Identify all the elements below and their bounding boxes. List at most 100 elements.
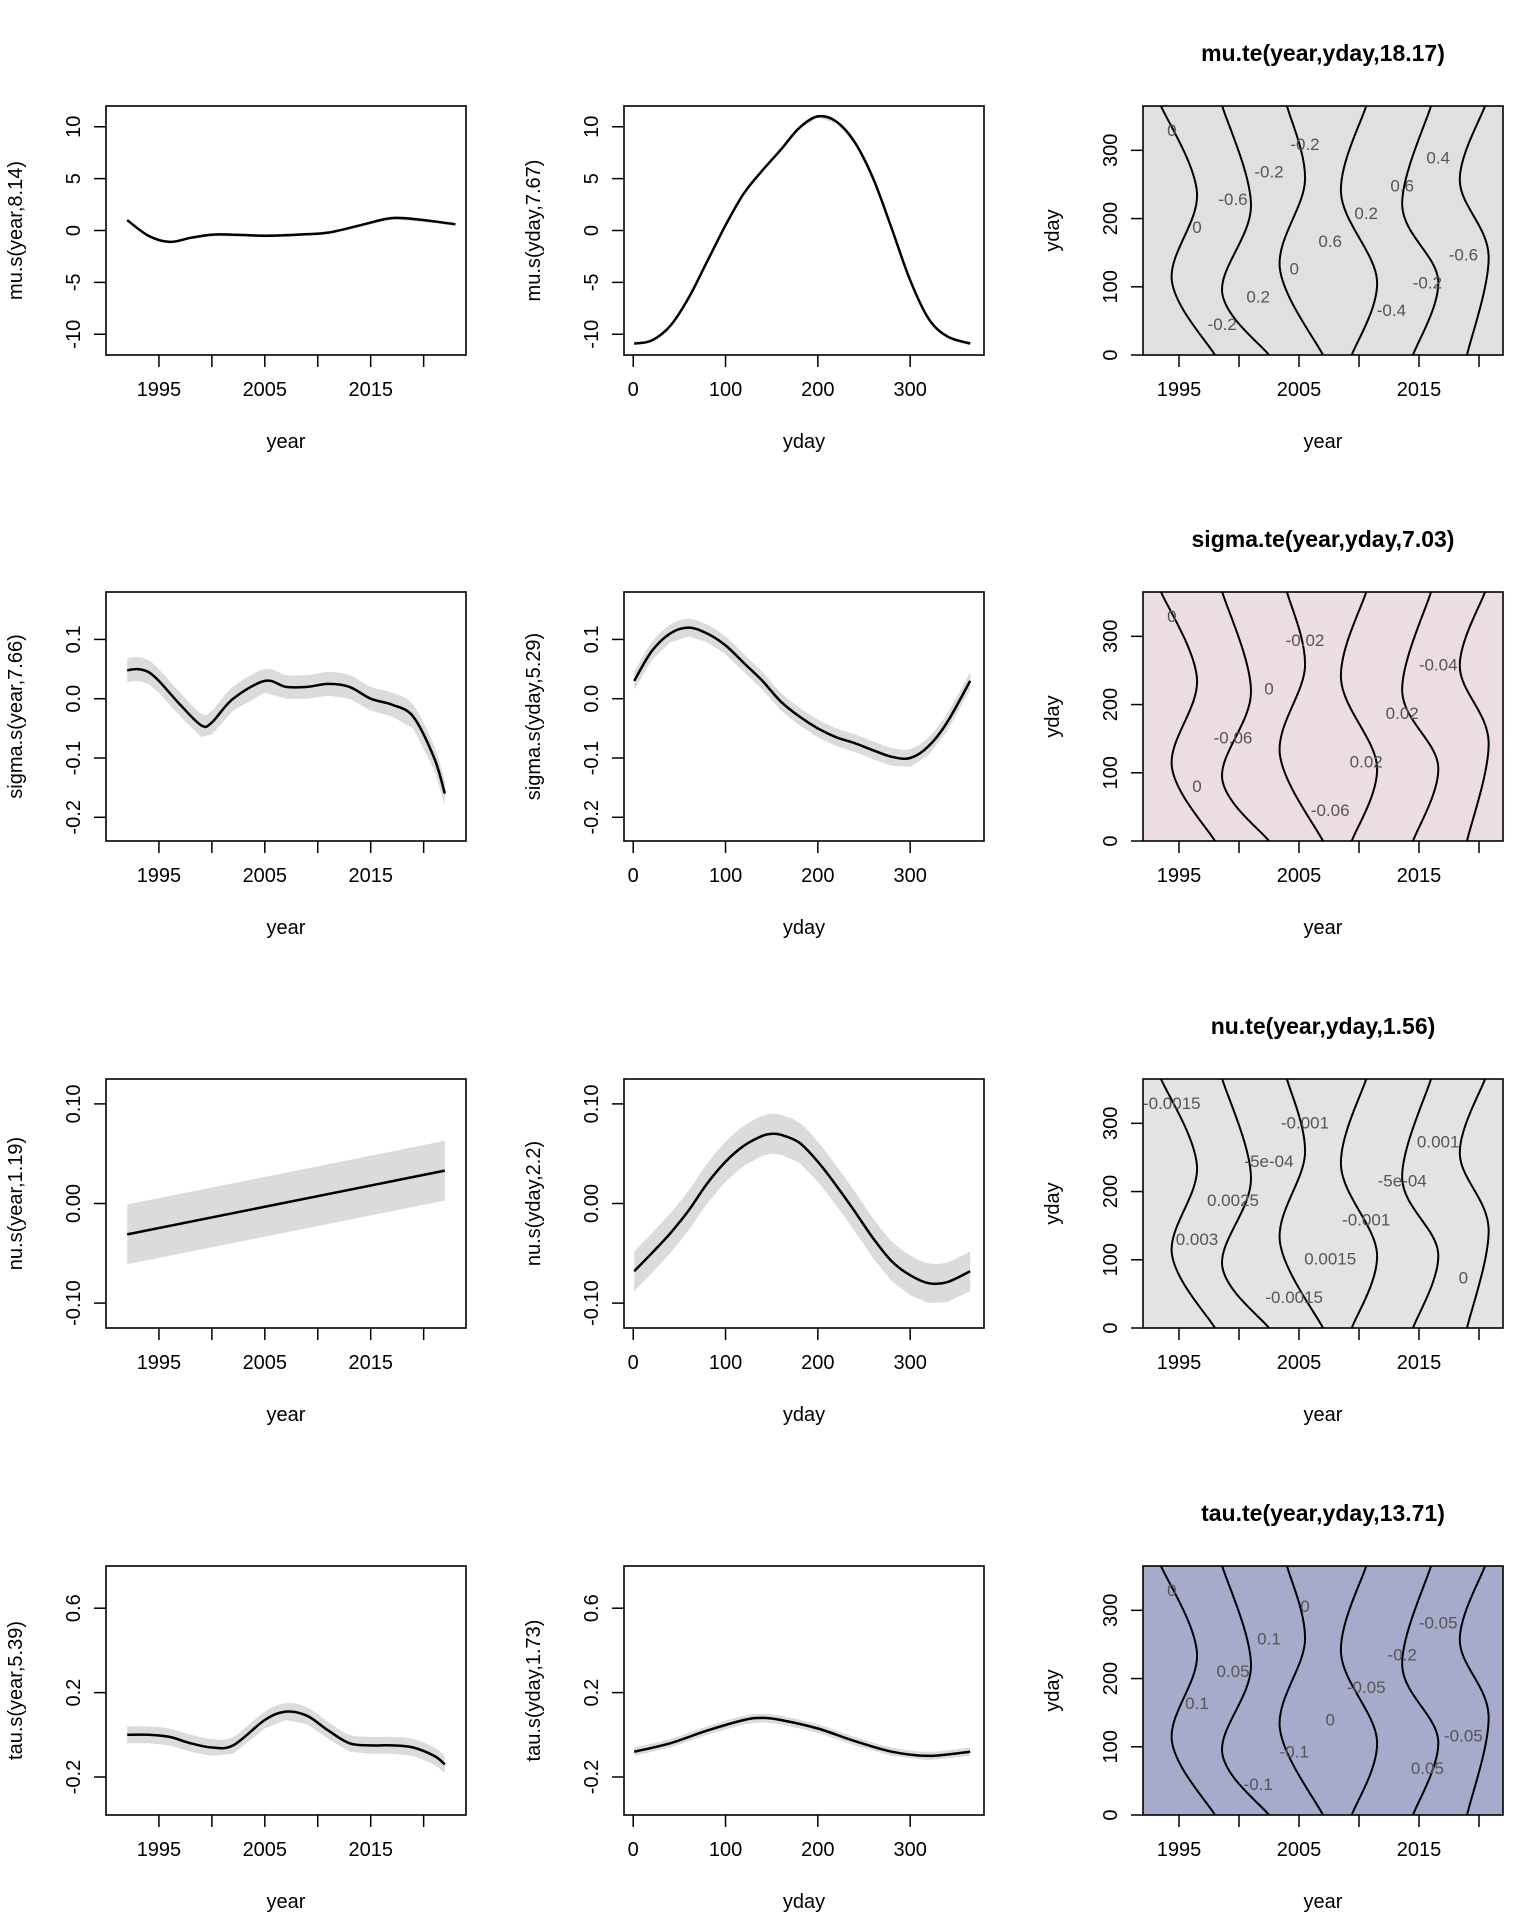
- smooth-line: [126, 1169, 446, 1236]
- x-tick-label: 2005: [1277, 1352, 1322, 1374]
- y-tick-label: 0: [63, 225, 85, 236]
- x-axis-label: year: [267, 917, 306, 939]
- contour-line: [1458, 592, 1490, 841]
- y-tick-label: -0.2: [581, 1760, 603, 1794]
- contour-label: 0: [1192, 218, 1201, 237]
- contour-label: 0: [1264, 680, 1273, 699]
- x-tick-label: 1995: [1157, 379, 1202, 401]
- contour-label: -0.0015: [1143, 1094, 1201, 1113]
- contour-label: -0.2: [1290, 135, 1319, 154]
- y-tick-label: 10: [63, 116, 85, 138]
- contour-label: -0.2: [1413, 273, 1442, 292]
- x-tick-label: 100: [709, 379, 742, 401]
- x-tick-label: 2015: [1397, 1352, 1442, 1374]
- y-axis-label: nu.s(yday,2.2): [523, 1141, 545, 1266]
- contour-label: -0.4: [1377, 301, 1406, 320]
- y-axis-label: nu.s(year,1.19): [5, 1137, 27, 1270]
- y-tick-label: 300: [1100, 1107, 1122, 1140]
- plot-frame: [623, 1565, 985, 1816]
- plot-frame: [105, 105, 467, 356]
- plot-frame: [1142, 105, 1504, 356]
- panel-title: nu.te(year,yday,1.56): [1211, 1013, 1436, 1039]
- confidence-band: [634, 114, 971, 346]
- x-tick-label: 2015: [1397, 865, 1442, 887]
- contour-label: -0.001: [1342, 1210, 1390, 1229]
- confidence-band: [127, 1703, 445, 1773]
- heatmap-fill: [1143, 592, 1503, 841]
- y-tick-label: 100: [1100, 1243, 1122, 1276]
- y-tick-label: -10: [63, 320, 85, 349]
- y-tick-label: -10: [581, 320, 603, 349]
- contour-line: [1221, 1566, 1270, 1815]
- y-tick-label: 0.2: [63, 1679, 85, 1707]
- y-tick-label: -0.2: [581, 800, 603, 834]
- y-tick-label: 300: [1100, 134, 1122, 167]
- y-tick-label: -0.1: [63, 741, 85, 775]
- x-tick-label: 2015: [348, 379, 393, 401]
- contour-label: 0: [1289, 260, 1298, 279]
- y-axis-label: sigma.s(yday,5.29): [523, 633, 545, 800]
- panel-nu_year: 1995 2005 2015 -0.10 0.00 0.10 year nu.s(year,1…: [5, 1078, 467, 1426]
- y-tick-label: 200: [1100, 1175, 1122, 1208]
- contour-line: [1221, 592, 1270, 841]
- x-tick-label: 1995: [1157, 1352, 1202, 1374]
- contour-label: 0.001: [1417, 1133, 1460, 1152]
- x-tick-label: 0: [628, 865, 639, 887]
- y-tick-label: 200: [1100, 202, 1122, 235]
- x-tick-label: 0: [628, 1352, 639, 1374]
- contour-label: -0.0015: [1265, 1288, 1323, 1307]
- y-tick-label: 200: [1100, 1662, 1122, 1695]
- panel-title: mu.te(year,yday,18.17): [1201, 40, 1445, 66]
- contour-label: 0.05: [1411, 1759, 1444, 1778]
- x-tick-label: 2015: [348, 865, 393, 887]
- plot-frame: [623, 105, 985, 356]
- contour-label: 0.02: [1350, 753, 1383, 772]
- x-tick-label: 2005: [243, 1839, 288, 1861]
- x-tick-label: 100: [709, 1352, 742, 1374]
- contour-line: [1160, 1566, 1216, 1815]
- smooth-line: [127, 1710, 446, 1766]
- x-tick-label: 2015: [1397, 1839, 1442, 1861]
- contour-label: -0.05: [1419, 1613, 1458, 1632]
- y-axis-label: yday: [1042, 1669, 1064, 1711]
- x-tick-label: 2005: [243, 379, 288, 401]
- x-tick-label: 300: [893, 1352, 926, 1374]
- contour-label: 0.1: [1257, 1629, 1281, 1648]
- contour-label: 0: [1167, 1581, 1176, 1600]
- x-axis-label: yday: [783, 1891, 825, 1913]
- contour-line: [1458, 106, 1490, 355]
- y-tick-label: 0.0: [63, 685, 85, 713]
- contour-label: 0.4: [1426, 149, 1450, 168]
- x-axis-label: year: [1304, 917, 1343, 939]
- contour-line: [1339, 1079, 1379, 1328]
- y-tick-label: 300: [1100, 1594, 1122, 1627]
- x-tick-label: 1995: [137, 379, 182, 401]
- contour-label: -0.06: [1214, 728, 1253, 747]
- contour-label: 0.2: [1354, 204, 1378, 223]
- contour-label: -0.05: [1444, 1727, 1483, 1746]
- y-tick-label: 0.2: [581, 1679, 603, 1707]
- y-tick-label: 0.10: [63, 1084, 85, 1123]
- contour-label: -0.2: [1254, 162, 1283, 181]
- heatmap-surface: 0 -0.02 -0.04 0 0.02 -0.06 0.02 0 -0.06: [1143, 592, 1503, 841]
- y-tick-label: 0: [1100, 349, 1122, 360]
- contour-label: 0.0025: [1207, 1191, 1259, 1210]
- smooth-line: [633, 1716, 971, 1758]
- y-axis-label: mu.s(yday,7.67): [523, 160, 545, 302]
- plot-frame: [623, 591, 985, 842]
- contour-label: -0.06: [1311, 801, 1350, 820]
- confidence-band: [634, 1713, 971, 1761]
- confidence-band: [634, 618, 971, 767]
- y-tick-label: 10: [581, 116, 603, 138]
- panel-sigma_year: 1995 2005 2015 -0.2 -0.1 0.0 0.1 year sigma.s(ye…: [5, 591, 467, 939]
- y-axis-label: tau.s(yday,1.73): [523, 1620, 545, 1762]
- plot-frame: [1142, 591, 1504, 842]
- contour-line: [1160, 106, 1216, 355]
- y-axis-label: yday: [1042, 1182, 1064, 1224]
- x-tick-label: 1995: [1157, 1839, 1202, 1861]
- y-axis-label: sigma.s(year,7.66): [5, 634, 27, 799]
- x-tick-label: 2015: [1397, 379, 1442, 401]
- contour-line: [1339, 592, 1379, 841]
- y-tick-label: 0.10: [581, 1084, 603, 1123]
